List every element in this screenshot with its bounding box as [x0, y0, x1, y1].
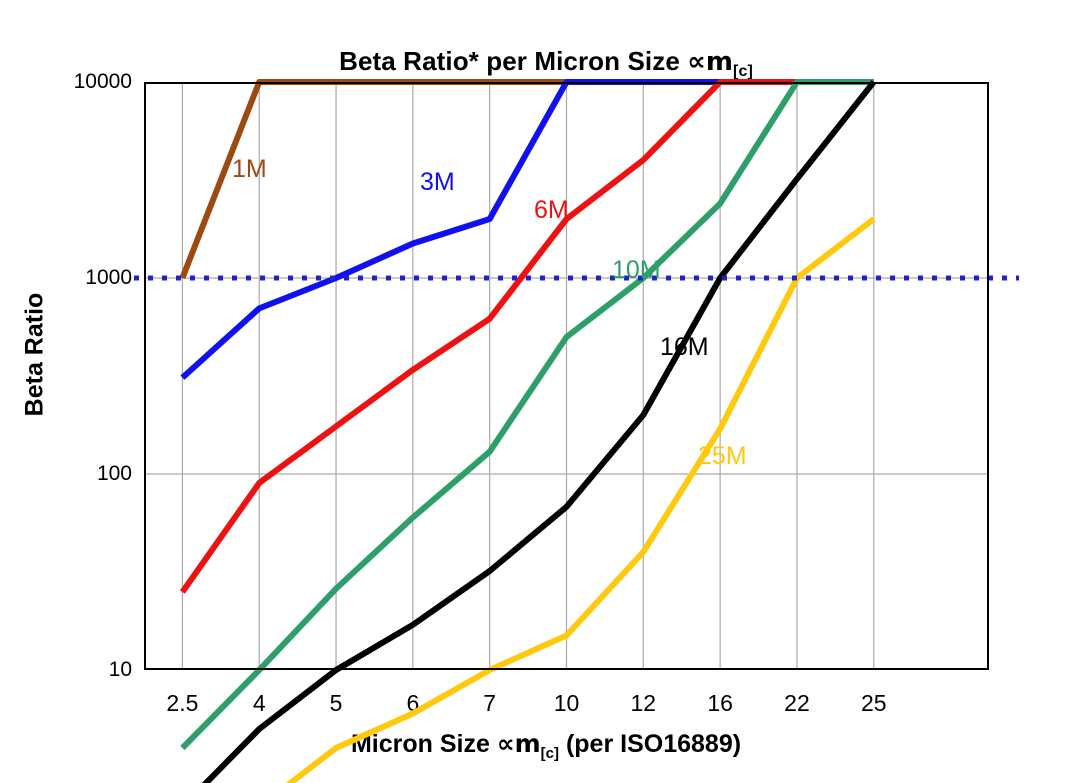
plot-border — [144, 82, 989, 670]
x-tick-label: 16 — [707, 690, 733, 716]
plot-area: 1M 3M 6M 10M 16M 25M — [134, 79, 1019, 783]
series-label-1M: 1M — [232, 155, 267, 183]
x-axis-title-tail: (per ISO16889) — [559, 730, 742, 758]
x-tick-label: 25 — [860, 690, 887, 716]
x-axis-title-main: Micron Size — [350, 730, 497, 758]
x-tick-label: 12 — [630, 690, 657, 716]
x-axis-title: Micron Size ∝m[c] (per ISO16889) — [0, 729, 1092, 762]
series-line-25M — [285, 216, 876, 783]
x-tick-label: 4 — [252, 690, 266, 716]
x-tick-label: 7 — [483, 690, 497, 716]
series-label-10M: 10M — [612, 256, 661, 284]
y-tick-label: 10 — [108, 658, 132, 681]
chart-title-main: Beta Ratio* per Micron Size — [339, 46, 688, 76]
chart-title-subscript: [c] — [733, 63, 753, 81]
series-label-3M: 3M — [420, 168, 455, 196]
series-line-10M — [180, 79, 874, 751]
x-tick-label: 10 — [553, 690, 580, 716]
series-label-6M: 6M — [534, 196, 569, 224]
chart-title: Beta Ratio* per Micron Size ∝m[c] — [0, 46, 1092, 81]
y-tick-label: 1000 — [85, 266, 132, 289]
series-line-16M — [201, 80, 877, 783]
x-tick-label: 22 — [784, 690, 810, 716]
x-axis-title-subscript: [c] — [540, 745, 560, 762]
chart-title-symbol: ∝m — [687, 47, 734, 77]
x-axis-title-symbol: ∝m — [496, 729, 541, 758]
x-tick-label: 5 — [329, 690, 343, 716]
series-label-16M: 16M — [660, 333, 709, 361]
x-tick-label: 2.5 — [166, 690, 199, 716]
y-tick-label: 100 — [96, 462, 132, 485]
series-label-25M: 25M — [698, 442, 747, 470]
y-tick-label: 10000 — [73, 70, 132, 93]
